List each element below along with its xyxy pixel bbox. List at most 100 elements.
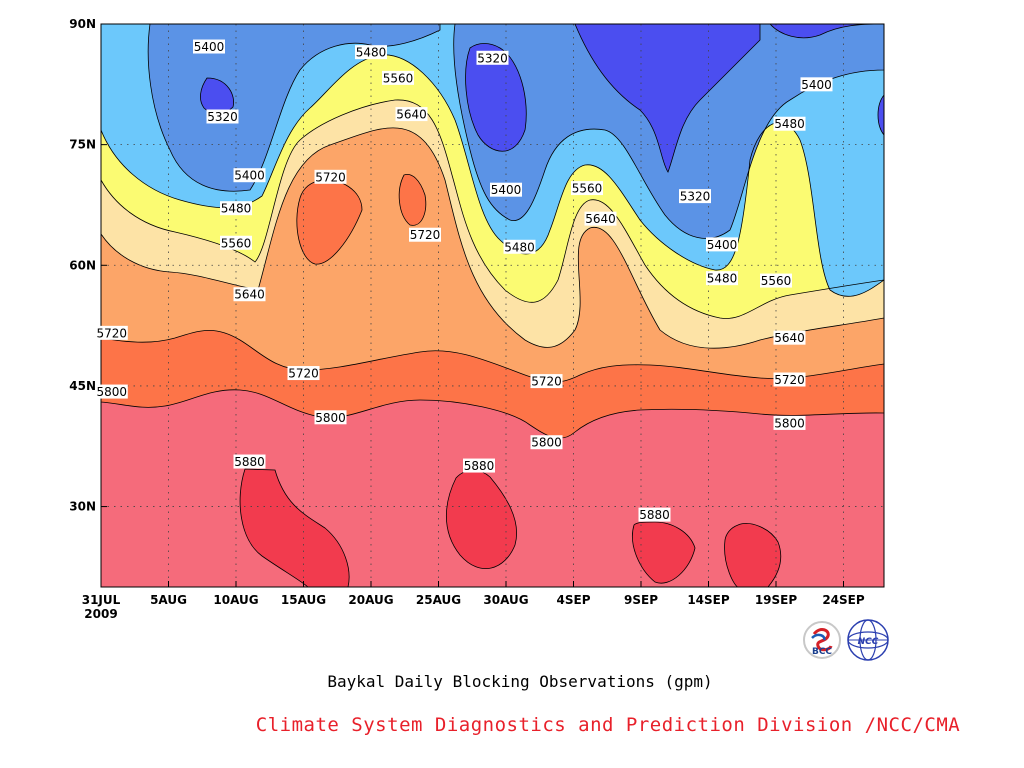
contour-label: 5720: [773, 372, 806, 387]
contour-label: 5560: [760, 273, 792, 288]
contour-label: 5640: [584, 211, 617, 226]
contour-labels: 5400 5480 5320 5320 5560 5640 5400 5720 5480 5720…: [95, 39, 833, 522]
contour-label: 5400: [193, 39, 225, 54]
contour-label: 5480: [503, 239, 536, 254]
x-tick-label: 14SEP: [687, 593, 730, 607]
y-tick-label: 90N: [69, 17, 96, 31]
contour-line: [445, 469, 517, 570]
contour-label-bg: [463, 458, 495, 473]
contour-label: 5400: [800, 77, 833, 92]
contour-label-bg: [503, 239, 536, 254]
contour-label-text: 5480: [774, 117, 805, 131]
contour-label: 5640: [395, 107, 428, 122]
contour-label-bg: [220, 235, 252, 250]
contour-line: [239, 468, 350, 587]
contour-label-bg: [409, 227, 441, 242]
contour-label: 5400: [490, 182, 522, 197]
contour-label-bg: [638, 507, 671, 522]
x-tick-label: 5AUG: [150, 593, 187, 607]
x-year-label: 2009: [84, 607, 117, 621]
contour-label-text: 5560: [221, 236, 252, 250]
band-above-5880-c: [632, 522, 695, 584]
bcc-logo-text: BCC: [812, 647, 832, 657]
contour-label-bg: [706, 271, 738, 286]
contour-label: 5320: [206, 109, 239, 124]
contour-label-text: 5480: [504, 240, 535, 254]
contour-label-text: 5640: [585, 212, 616, 226]
x-tick-label: 24SEP: [822, 593, 865, 607]
ncc-logo: NCC: [847, 619, 889, 661]
contour-label: 5640: [233, 287, 266, 302]
contour-label: 5800: [773, 415, 806, 430]
contour-label-bg: [800, 77, 833, 92]
contour-label: 5800: [530, 435, 563, 450]
contour-label-bg: [95, 384, 128, 399]
x-tick-label: 30AUG: [483, 593, 528, 607]
contour-line: [101, 24, 884, 319]
contour-label-bg: [233, 454, 266, 469]
contour-label: 5880: [638, 507, 671, 522]
contour-label: 5800: [314, 410, 347, 425]
contour-label-text: 5720: [410, 228, 441, 242]
contour-label-text: 5640: [774, 331, 805, 345]
contour-label-text: 5720: [97, 326, 128, 340]
contour-label: 5480: [706, 271, 738, 286]
y-tick-label: 60N: [69, 258, 96, 272]
y-axis: 90N 75N 60N 45N 30N: [69, 17, 107, 514]
contour-label: 5640: [773, 330, 806, 345]
contour-label-bg: [773, 330, 806, 345]
contour-line: [724, 523, 782, 587]
contour-label-text: 5720: [288, 367, 319, 381]
contour-label: 5320: [476, 50, 509, 65]
contour-label: 5720: [314, 169, 347, 184]
contour-label-text: 5400: [234, 169, 265, 183]
contour-label-text: 5400: [194, 40, 225, 54]
contour-label-text: 5720: [774, 373, 805, 387]
contour-label-text: 5880: [234, 455, 265, 469]
contour-label-text: 5320: [207, 110, 238, 124]
contour-label-text: 5320: [477, 51, 508, 65]
contour-label-bg: [476, 50, 509, 65]
x-tick-label: 9SEP: [624, 593, 658, 607]
y-tick-label: 45N: [69, 379, 96, 393]
contour-line: [398, 173, 427, 226]
y-tick-label: 75N: [69, 138, 96, 152]
contour-line: [101, 24, 884, 439]
contour-label: 5480: [220, 201, 252, 216]
contour-label-bg: [530, 435, 563, 450]
contour-label-text: 5400: [491, 183, 522, 197]
contour-label-text: 5800: [774, 416, 805, 430]
contour-label-bg: [530, 374, 563, 389]
credit-line: Climate System Diagnostics and Predictio…: [255, 714, 961, 736]
contour-label-bg: [193, 39, 225, 54]
contour-line: [632, 521, 696, 584]
contour-label-text: 5640: [234, 288, 265, 302]
band-above-5880-a: [240, 469, 350, 587]
contour-label-text: 5320: [680, 190, 711, 204]
contour-label-text: 5720: [315, 170, 346, 184]
chart-title: Baykal Daily Blocking Observations (gpm): [327, 672, 713, 691]
x-tick-label: 25AUG: [416, 593, 461, 607]
grid: [101, 24, 884, 587]
band-5720-ridge-b: [399, 174, 426, 226]
band-5720-ridge-a: [296, 179, 362, 265]
contour-label-text: 5560: [761, 274, 792, 288]
contour-label-bg: [490, 182, 522, 197]
contour-label-bg: [233, 168, 266, 183]
contour-label-text: 5640: [396, 108, 427, 122]
ncc-logo-text: NCC: [858, 637, 879, 647]
contour-label: 5560: [382, 70, 414, 85]
x-tick-label: 20AUG: [348, 593, 393, 607]
contour-label: 5720: [95, 325, 128, 340]
x-tick-label: 19SEP: [755, 593, 798, 607]
contour-label: 5560: [220, 235, 252, 250]
contour-label-text: 5880: [464, 459, 495, 473]
contour-line: [101, 24, 884, 383]
contour-line: [101, 24, 884, 297]
contour-label-bg: [773, 372, 806, 387]
x-tick-label: 31JUL: [82, 593, 121, 607]
x-tick-label: 15AUG: [281, 593, 326, 607]
plot-frame: [100, 23, 885, 588]
contour-label-text: 5400: [801, 78, 832, 92]
contour-label-text: 5400: [707, 238, 738, 252]
